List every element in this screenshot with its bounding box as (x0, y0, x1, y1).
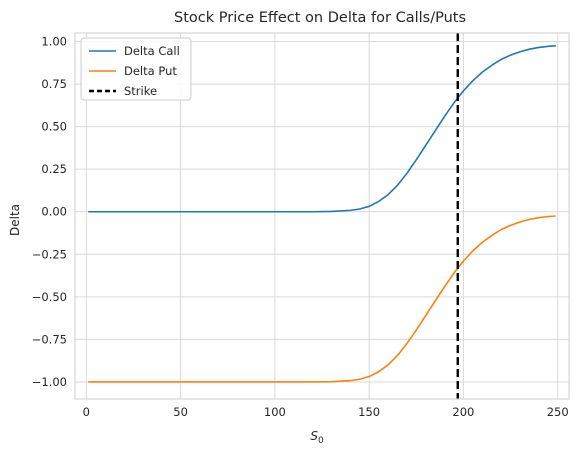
y-axis-label: Delta (8, 204, 22, 236)
legend-label: Delta Put (124, 64, 177, 78)
plot-frame (74, 32, 570, 400)
series-line-delta-put (88, 215, 556, 383)
x-axis-label-main: S (310, 429, 318, 443)
legend-label: Strike (124, 84, 157, 98)
chart-title: Stock Price Effect on Delta for Calls/Pu… (174, 10, 466, 26)
legend-label: Delta Call (124, 44, 180, 58)
series-layer (88, 33, 556, 399)
y-tick-label: 1.00 (41, 35, 67, 49)
tick-labels: 0 50 100 150 200 250 1.00 0.75 0.50 0.25 0.00 −0.25… (32, 35, 569, 419)
y-tick-label: 0.75 (41, 77, 67, 91)
x-tick-label: 250 (547, 405, 569, 419)
x-tick-label: 200 (452, 405, 474, 419)
y-tick-label: 0.00 (41, 205, 67, 219)
x-tick-label: 100 (264, 405, 286, 419)
series-line-delta-call (88, 44, 556, 213)
y-tick-label: 0.25 (41, 162, 67, 176)
x-tick-label: 0 (83, 405, 90, 419)
x-axis-label-subscript: 0 (318, 436, 324, 446)
x-axis-label: S0 (310, 429, 324, 446)
y-tick-label: 0.50 (41, 120, 67, 134)
y-tick-label: −0.25 (32, 247, 67, 261)
y-tick-label: −0.75 (32, 332, 67, 346)
x-tick-label: 50 (173, 405, 188, 419)
legend-box (80, 37, 192, 101)
legend: Delta Call Delta Put Strike (80, 37, 192, 101)
y-tick-label: −1.00 (32, 375, 67, 389)
y-tick-label: −0.50 (32, 290, 67, 304)
x-tick-label: 150 (358, 405, 380, 419)
